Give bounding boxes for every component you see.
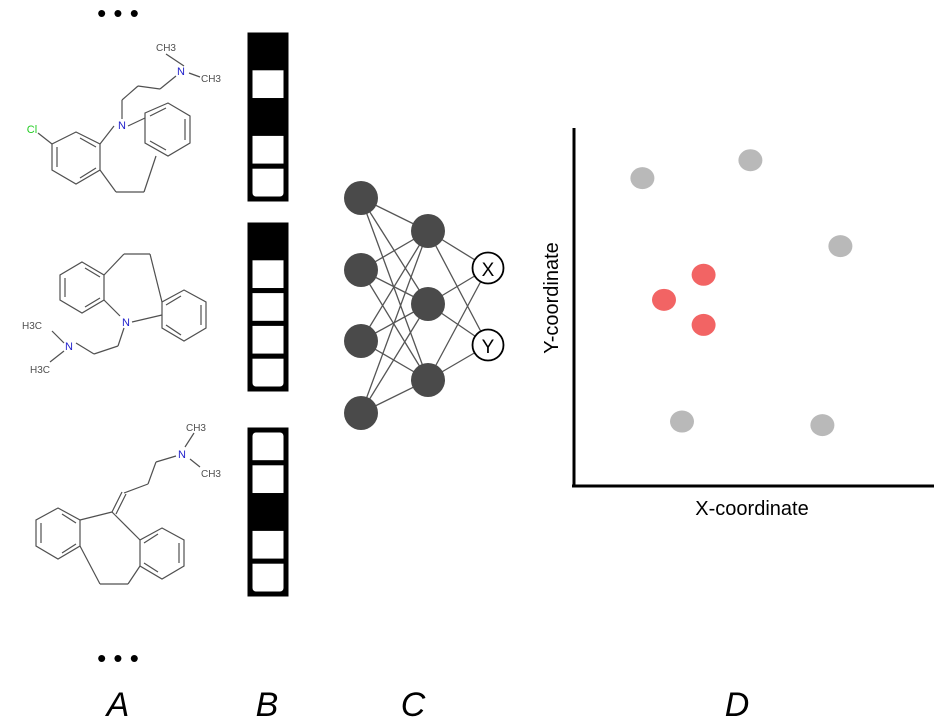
fingerprint-bit	[247, 427, 289, 466]
benzene-ring-right	[161, 289, 207, 342]
fingerprint-bit	[247, 353, 289, 392]
benzene-ring-left	[51, 131, 101, 185]
benzene-ring-right	[139, 527, 185, 580]
mol2-h3c-bottom: H3C	[30, 365, 50, 376]
x-axis-label: X-coordinate	[695, 498, 808, 520]
panel-label-b: B	[256, 686, 279, 724]
hidden-node	[411, 214, 445, 248]
mol3-ch3-top: CH3	[186, 423, 206, 434]
fingerprint-bit	[247, 320, 289, 359]
fingerprint-bit	[247, 98, 289, 136]
mol2-h3c-top: H3C	[22, 321, 42, 332]
output-x-label: X	[482, 260, 495, 281]
panel-label-a: A	[105, 686, 130, 724]
scatter-point	[828, 235, 853, 258]
connection	[360, 303, 429, 414]
scatter-point	[810, 414, 835, 437]
fingerprint-bit	[247, 288, 289, 326]
data-points	[630, 149, 853, 437]
mol1-ch3-top: CH3	[156, 43, 176, 54]
neural-network	[344, 181, 505, 430]
scatter-point	[670, 410, 694, 433]
scatter-point	[691, 263, 716, 286]
output-y-label: Y	[482, 337, 495, 358]
fingerprint-frame	[247, 427, 289, 597]
molecule-2	[49, 253, 207, 363]
y-axis-label: Y-coordinate	[541, 242, 563, 354]
connection	[360, 269, 429, 381]
mol1-n-top: N	[177, 66, 185, 78]
mol3-ch3-side: CH3	[201, 469, 221, 480]
fingerprint-vectors	[247, 32, 289, 597]
output-node	[471, 251, 505, 285]
fingerprint-frame	[247, 222, 289, 392]
fingerprint-bit	[247, 493, 289, 531]
scatter-point	[652, 288, 676, 311]
fingerprint-bit	[247, 163, 289, 202]
hidden-node	[411, 363, 445, 397]
connection	[360, 197, 429, 381]
scatter-point	[738, 149, 763, 172]
input-node	[344, 253, 378, 287]
mol1-n-ring: N	[118, 120, 126, 132]
fingerprint-vector-3	[247, 427, 289, 597]
fingerprint-frame	[247, 32, 289, 202]
scatter-plot: X-coordinate Y-coordinate	[541, 128, 934, 520]
benzene-ring-right	[144, 102, 191, 157]
fingerprint-vector-2	[247, 222, 289, 392]
mol3-n-top: N	[178, 449, 186, 461]
output-node	[471, 328, 505, 362]
ellipsis-top: • • •	[97, 0, 139, 28]
scatter-point	[630, 167, 655, 190]
panel-label-d: D	[725, 686, 750, 724]
fingerprint-bit	[247, 558, 289, 597]
fingerprint-bit	[247, 460, 289, 499]
ellipsis-bottom: • • •	[97, 643, 139, 673]
scatter-point	[691, 313, 716, 336]
input-node	[344, 396, 378, 430]
fingerprint-bit	[247, 32, 289, 71]
mol2-n-chain: N	[65, 341, 73, 353]
benzene-ring-left	[35, 507, 81, 560]
fingerprint-bit	[247, 130, 289, 169]
input-node	[344, 324, 378, 358]
fingerprint-vector-1	[247, 32, 289, 202]
connection	[427, 267, 489, 381]
connection	[427, 230, 489, 346]
input-node	[344, 181, 378, 215]
fingerprint-bit	[247, 65, 289, 104]
mol2-n-ring: N	[122, 317, 130, 329]
mol1-cl: Cl	[27, 124, 37, 136]
fingerprint-bit	[247, 525, 289, 564]
panel-label-c: C	[401, 686, 426, 724]
hidden-node	[411, 287, 445, 321]
molecule-3	[35, 432, 201, 585]
fingerprint-bit	[247, 255, 289, 294]
connection	[360, 230, 429, 414]
molecule-1	[37, 53, 201, 193]
benzene-ring-left	[59, 261, 105, 314]
connection	[360, 230, 429, 342]
fingerprint-bit	[247, 222, 289, 261]
mol1-ch3-side: CH3	[201, 74, 221, 85]
